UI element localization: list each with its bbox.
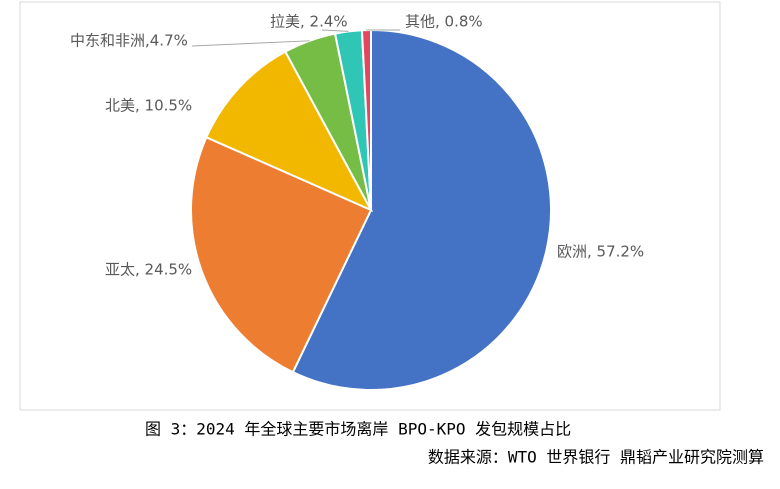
chart-caption: 图 3：2024 年全球主要市场离岸 BPO-KPO 发包规模占比 <box>145 420 571 439</box>
data-label: 其他, 0.8% <box>405 13 483 31</box>
data-label: 拉美, 2.4% <box>270 13 348 31</box>
chart-source: 数据来源：WTO 世界银行 鼎韬产业研究院测算 <box>428 448 764 467</box>
data-label: 欧洲, 57.2% <box>557 243 644 261</box>
leader-line <box>321 29 349 32</box>
pie-slice <box>190 135 373 374</box>
pie-slice <box>291 28 552 391</box>
leader-line <box>191 40 310 47</box>
data-label: 中东和非洲,4.7% <box>70 32 188 50</box>
pie-slice <box>205 50 374 213</box>
data-label: 北美, 10.5% <box>105 97 192 115</box>
data-label: 亚太, 24.5% <box>105 261 192 279</box>
